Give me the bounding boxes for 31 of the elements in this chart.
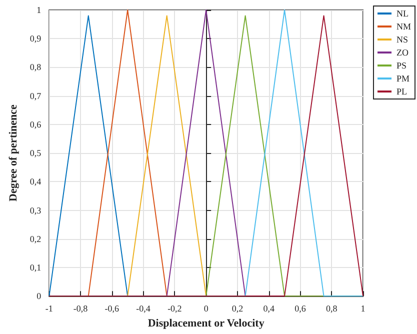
legend-label: NS bbox=[396, 34, 408, 44]
x-tick-label: -0,4 bbox=[136, 304, 151, 314]
y-tick-label: 0,8 bbox=[30, 62, 42, 72]
legend-label: PM bbox=[396, 74, 410, 84]
y-tick-label: 0,5 bbox=[30, 148, 42, 158]
x-tick-label: -0,2 bbox=[168, 304, 182, 314]
x-tick-label: 0,8 bbox=[326, 304, 338, 314]
y-axis-title: Degree of pertinence bbox=[8, 104, 20, 202]
legend-label: PS bbox=[396, 60, 407, 70]
y-tick-label: 0,2 bbox=[30, 234, 42, 244]
x-tick-label: 0 bbox=[204, 304, 209, 314]
legend-label: PL bbox=[396, 86, 408, 96]
x-tick-label: 0,4 bbox=[263, 304, 275, 314]
x-tick-label: 1 bbox=[360, 304, 366, 314]
y-tick-label: 0,6 bbox=[30, 119, 42, 130]
y-tick-label: 0,4 bbox=[30, 176, 42, 187]
legend-label: NM bbox=[396, 22, 412, 32]
x-tick-label: 0,2 bbox=[232, 304, 244, 314]
y-tick-label: 0,9 bbox=[30, 34, 42, 44]
x-tick-label: -0,6 bbox=[104, 304, 120, 314]
y-tick-label: 0 bbox=[36, 291, 42, 302]
x-tick-label: -0,8 bbox=[73, 304, 88, 314]
x-tick-label: -1 bbox=[45, 304, 53, 314]
y-tick-label: 0,7 bbox=[30, 90, 42, 101]
legend-label: NL bbox=[396, 8, 408, 18]
y-tick-label: 0,3 bbox=[30, 205, 42, 216]
y-tick-label: 0,1 bbox=[30, 262, 42, 272]
x-axis-title: Displacement or Velocity bbox=[148, 318, 265, 330]
y-tick-label: 1 bbox=[36, 5, 42, 15]
legend-label: ZO bbox=[396, 48, 409, 58]
x-tick-label: 0,6 bbox=[294, 304, 306, 314]
